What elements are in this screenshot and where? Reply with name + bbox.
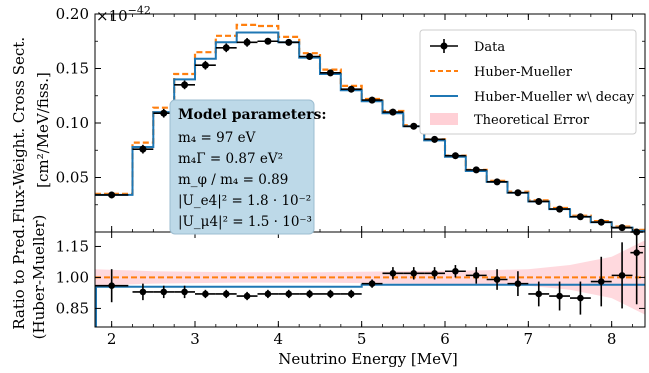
ratio-data-point [514,280,522,287]
y-offset-label: ×10−42 [96,4,151,25]
legend-entry-data: Data [430,39,505,55]
ratio-data-point [431,270,438,277]
ratio-data-point [306,290,313,298]
data-point [306,53,314,61]
bottom-xtick-label: 4 [274,330,284,348]
data-point [264,37,272,45]
data-point [285,38,293,46]
data-point [243,38,251,46]
ratio-data-point [108,282,115,289]
data-point [493,178,501,186]
bottom-xtick-label: 8 [607,330,617,348]
bottom-xtick-label: 5 [357,330,367,348]
ratio-data-point [410,270,418,277]
param-ue4: |U_e4|² = 1.8 · 10⁻² [178,193,311,209]
ratio-data-point [202,290,209,298]
param-m4-gamma: m₄Γ = 0.87 eV² [178,151,283,167]
data-point [576,213,584,221]
data-point [108,191,116,199]
data-point [410,122,418,130]
data-point [222,44,230,52]
top-ytick-label: 0.15 [56,60,89,78]
param-umu4: |U_μ4|² = 1.5 · 10⁻³ [178,214,312,230]
top-ylabel: Flux-Weight. Cross Sect. [10,37,28,223]
x-axis-label: Neutrino Energy [MeV] [278,350,457,368]
data-point [431,135,439,143]
ratio-huber-mueller-decay-line [95,283,645,288]
bottom-xtick-label: 3 [190,330,200,348]
legend-frame [419,29,637,135]
model-parameters-title: Model parameters: [178,107,327,123]
legend-marker-theoretical-error [430,113,458,125]
top-ytick-label: 0.20 [56,5,89,23]
data-point [389,108,397,116]
ratio-data-point [577,294,584,302]
data-point [368,96,376,104]
ratio-data-point [556,292,563,300]
data-point [472,166,480,174]
model-parameters-box: Model parameters: m₄ = 97 eV m₄Γ = 0.87 … [169,99,327,235]
bottom-ylabel-sub: (Huber-Mueller) [30,215,48,340]
ratio-data-point [181,288,188,296]
bottom-xtick-label: 2 [107,330,117,348]
ratio-data-point [472,272,480,279]
ratio-data-point [139,288,147,296]
ratio-data-point [633,249,640,256]
ratio-data-point [493,276,501,283]
legend-marker-data-dot [440,42,448,50]
legend: Data Huber-Mueller Huber-Mueller w\ deca… [419,29,637,135]
top-ytick-label: 0.10 [56,114,89,132]
ratio-data-point [327,290,334,298]
bottom-xtick-label: 6 [440,330,450,348]
param-mphi-ratio: m_φ / m₄ = 0.89 [178,172,288,188]
legend-label-huber-mueller: Huber-Mueller [474,65,573,80]
data-point [597,218,605,226]
bottom-xtick-label: 7 [524,330,534,348]
ratio-data-point [618,272,626,279]
ratio-data-point [285,290,293,298]
bottom-ytick-label: 1.00 [56,268,89,286]
top-ylabel-unit: [cm²/MeV/fiss.] [34,72,52,188]
ratio-data-point [243,292,251,300]
ratio-data-point [222,290,230,298]
bottom-plot-frame [94,231,646,328]
data-point [181,81,189,89]
ratio-data-point [452,267,459,275]
data-point [326,69,334,77]
param-m4: m₄ = 97 eV [178,130,256,146]
ratio-data-point [597,278,605,285]
ratio-data-point [160,288,168,296]
ratio-data-point [347,290,355,298]
data-point [347,85,355,93]
data-point [618,224,626,232]
bottom-ylabel: Ratio to Pred. [10,224,28,330]
model-parameters-frame [169,99,315,235]
data-point [556,205,564,213]
legend-entry-theoretical-error: Theoretical Error [430,113,590,128]
y-offset-exponent: −42 [128,4,151,17]
legend-entry-huber-mueller-decay: Huber-Mueller w\ decay [430,90,635,105]
legend-label-data: Data [474,40,505,55]
ratio-data-point [368,280,376,287]
legend-entry-huber-mueller: Huber-Mueller [430,65,573,80]
ratio-data-point [535,290,543,298]
top-ytick-label: 0.05 [56,169,89,187]
data-point [201,61,209,69]
data-point [514,189,522,197]
legend-label-huber-mueller-decay: Huber-Mueller w\ decay [474,90,635,105]
data-point [535,197,543,205]
legend-label-theoretical-error: Theoretical Error [474,113,590,128]
data-point [139,145,147,153]
bottom-ytick-label: 1.15 [56,237,89,255]
ratio-data-point [264,290,272,298]
y-offset-base: ×10 [96,7,128,25]
bottom-panel: 0.85 1.00 1.15 2 3 4 5 6 7 8 [56,231,646,348]
data-point [160,109,168,117]
data-point [451,152,459,160]
bottom-ytick-label: 0.85 [56,299,89,317]
ratio-data-point [389,270,397,277]
